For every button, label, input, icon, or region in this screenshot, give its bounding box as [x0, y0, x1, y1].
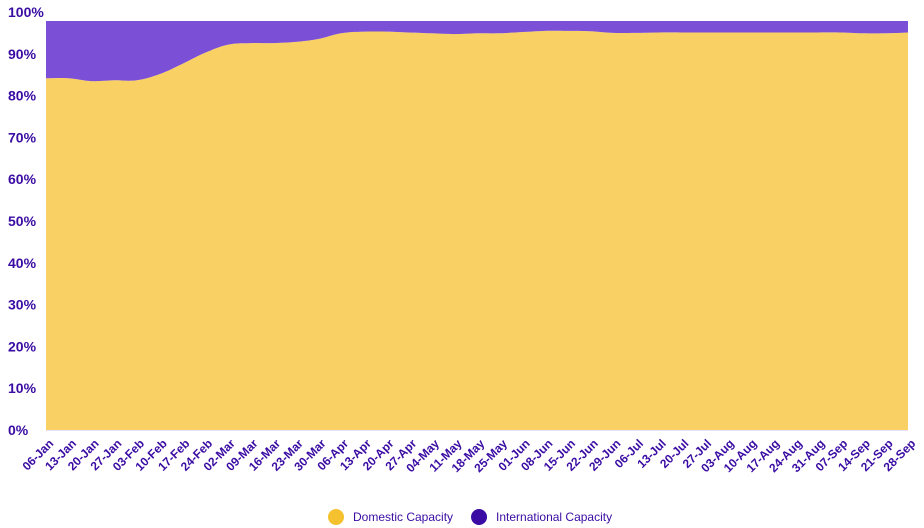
- y-tick-label: 20%: [8, 338, 37, 354]
- x-axis: 06-Jan13-Jan20-Jan27-Jan03-Feb10-Feb17-F…: [20, 430, 918, 475]
- y-tick-label: 80%: [8, 88, 37, 104]
- legend-marker: [471, 509, 488, 525]
- legend-label: International Capacity: [496, 510, 612, 524]
- area-layer: [46, 21, 908, 431]
- y-tick-label: 70%: [8, 129, 37, 145]
- y-tick-label: 90%: [8, 46, 37, 62]
- y-tick-label: 50%: [8, 213, 37, 229]
- y-tick-label: 10%: [8, 380, 37, 396]
- y-tick-label: 40%: [8, 255, 37, 271]
- y-tick-label: 100%: [8, 4, 44, 20]
- legend-label: Domestic Capacity: [353, 510, 453, 524]
- y-axis: 0% 10% 20% 30% 40% 50% 60% 70% 80% 90% 100%: [8, 4, 44, 438]
- legend-item-international-capacity[interactable]: International Capacity: [471, 509, 612, 525]
- legend-marker: [328, 509, 344, 525]
- y-tick-label: 30%: [8, 297, 37, 313]
- legend: Domestic Capacity International Capacity: [328, 509, 612, 525]
- area-series-domestic-capacity: [46, 30, 908, 431]
- area-series-international-capacity: [46, 21, 908, 82]
- y-tick-label: 0%: [8, 422, 29, 438]
- legend-item-domestic-capacity[interactable]: Domestic Capacity: [328, 509, 453, 525]
- y-tick-label: 60%: [8, 171, 37, 187]
